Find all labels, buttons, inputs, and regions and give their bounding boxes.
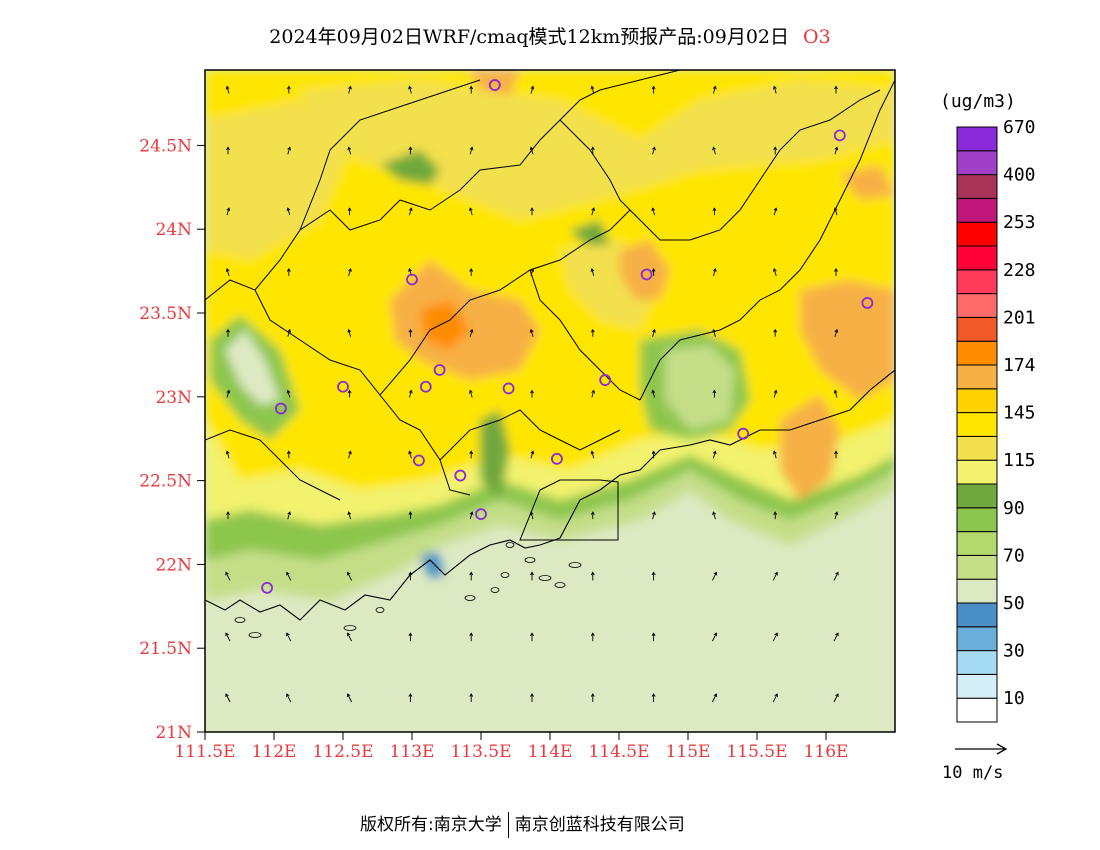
colorbar-label: 30 [1003,641,1025,662]
colorbar-swatch [956,650,998,675]
x-tick-label: 115E [666,742,711,762]
station-marker [454,469,467,482]
arrow-icon [996,743,1008,755]
colorbar-swatch [956,364,998,390]
station-marker [737,427,750,440]
y-tick-label: 22.5N [139,472,192,492]
colorbar-swatch [956,507,998,533]
colorbar-swatch [956,412,998,437]
station-marker [502,382,515,395]
station-marker [261,581,274,594]
colorbar-swatch [956,578,998,604]
x-tick-label: 114.5E [588,742,649,762]
colorbar-label: 115 [1003,450,1036,471]
station-marker [551,452,563,465]
y-tick-label: 21.5N [139,639,192,659]
colorbar-label: 145 [1003,403,1036,424]
station-marker [640,268,653,281]
colorbar-swatch [956,602,998,628]
copyright-footer: 版权所有:南京大学 南京创蓝科技有限公司 [360,810,685,838]
colorbar: 10 30 50 70 90 115 145 174 201 228 253 400 670 [956,117,1036,723]
colorbar-swatch [956,174,998,199]
footer-right: 南京创蓝科技有限公司 [514,815,685,835]
o3-concentration-shading [205,70,895,732]
colorbar-swatch [956,673,998,699]
colorbar-label: 253 [1003,212,1036,233]
station-marker [833,129,846,142]
admin-boundaries [205,70,895,638]
title-text: 2024年09月02日WRF/cmaq模式12km预报产品:09月02日 [269,26,790,48]
map-area [205,70,895,732]
colorbar-swatch [956,531,998,556]
station-marker [274,402,287,415]
colorbar-swatch [956,269,998,295]
colorbar-swatch [956,697,998,723]
x-tick-label: 115.5E [726,742,787,762]
colorbar-label: 201 [1003,307,1036,328]
y-tick-label: 24.5N [139,136,192,156]
colorbar-swatch [956,126,998,152]
colorbar-swatch [956,221,998,247]
station-marker [433,364,446,376]
colorbar-swatch [956,388,998,414]
footer-left: 版权所有:南京大学 [360,815,502,835]
y-tick-label: 24N [155,220,192,240]
x-tick-label: 114E [528,742,573,762]
wind-scale-label: 10 m/s [942,763,1003,783]
colorbar-swatch [956,293,998,318]
station-marker [861,297,874,309]
station-marker [599,374,612,386]
colorbar-label: 174 [1003,355,1036,376]
longitude-axis: 111.5E 112E 112.5E 113E 113.5E 114E 114.5E 115E… [174,732,848,762]
colorbar-swatch [956,554,998,580]
x-tick-label: 111.5E [174,742,235,762]
latitude-axis: 21N 21.5N 22N 22.5N 23N 23.5N 24N 24.5N [139,136,205,743]
monitoring-stations [261,79,874,594]
colorbar-label: 70 [1003,545,1025,566]
station-marker [475,508,487,521]
colorbar-swatch [956,459,998,485]
station-marker [488,79,501,91]
y-tick-label: 23.5N [139,304,192,324]
station-marker [337,380,349,393]
y-tick-label: 22N [155,555,192,575]
x-tick-label: 112E [252,742,297,762]
wind-scale: 10 m/s [942,743,1008,783]
station-marker [406,273,418,286]
pollutant-label: O3 [803,26,831,48]
y-tick-label: 23N [155,388,192,408]
y-tick-label: 21N [155,723,192,743]
colorbar-swatch [956,316,998,342]
colorbar-swatch [956,150,998,176]
colorbar-label: 90 [1003,498,1025,519]
colorbar-label: 228 [1003,260,1036,281]
x-tick-label: 113.5E [450,742,511,762]
x-tick-label: 112.5E [312,742,373,762]
wind-vectors [225,85,839,703]
station-marker [412,454,425,467]
colorbar-swatch [956,483,998,509]
colorbar-swatch [956,245,998,271]
map-title: 2024年09月02日WRF/cmaq模式12km预报产品:09月02日 O3 [0,22,1100,49]
unit-label: (ug/m3) [940,91,1016,112]
colorbar-label: 400 [1003,165,1036,186]
colorbar-swatch [956,626,998,652]
colorbar-swatch [956,340,998,366]
colorbar-swatch [956,197,998,223]
colorbar-label: 10 [1003,688,1025,709]
x-tick-label: 116E [804,742,849,762]
footer-separator [507,812,509,838]
colorbar-label: 670 [1003,117,1036,138]
colorbar-swatch [956,435,998,461]
colorbar-label: 50 [1003,593,1025,614]
station-marker [419,380,432,393]
x-tick-label: 113E [390,742,435,762]
